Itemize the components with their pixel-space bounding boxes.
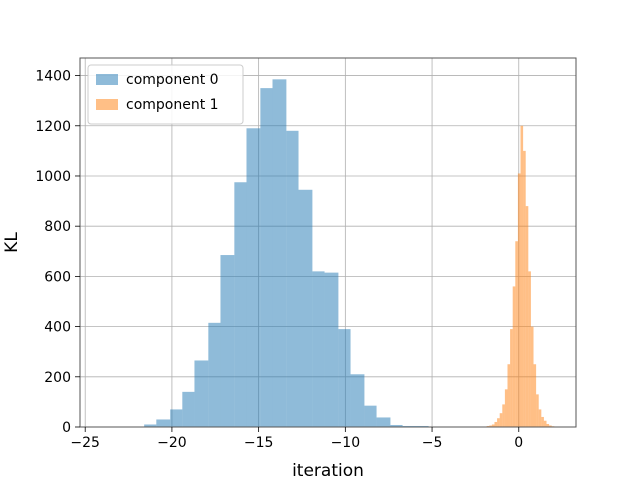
histogram-bar-series-1 [489, 425, 492, 427]
histogram-bar-series-1 [515, 241, 518, 427]
plot-frame [79, 57, 577, 428]
histogram-bar-series-0 [234, 182, 247, 427]
histogram-bar-series-1 [533, 364, 537, 427]
histogram-bar-series-0 [194, 360, 209, 427]
x-tick-label: −15 [244, 435, 274, 451]
histogram-bar-series-0 [338, 329, 351, 427]
histogram-bar-series-0 [312, 271, 325, 427]
x-tick-label: −25 [70, 435, 100, 451]
histogram-bar-series-1 [486, 425, 490, 427]
histogram-bar-series-0 [324, 272, 339, 427]
histogram-bar-series-1 [538, 409, 542, 427]
histogram-bar-series-1 [530, 326, 534, 427]
histogram-bar-series-0 [220, 255, 235, 427]
legend-box [87, 64, 244, 125]
histogram-bar-series-0 [298, 189, 313, 427]
histogram-bar-series-1 [525, 206, 529, 427]
histogram-bar-series-1 [517, 173, 521, 427]
histogram-bar-series-0 [144, 424, 157, 427]
histogram-bar-series-1 [510, 329, 513, 427]
histogram-bar-series-1 [502, 404, 505, 427]
y-axis-label: KL [2, 232, 22, 253]
histogram-bar-series-1 [528, 271, 531, 427]
histogram-bar-series-0 [156, 419, 171, 427]
histogram-bar-series-1 [494, 421, 498, 427]
histogram-bar-series-0 [286, 130, 299, 428]
histogram-bar-series-1 [543, 420, 547, 427]
histogram-bar-series-1 [549, 425, 552, 427]
y-tick-label: 1000 [35, 169, 71, 185]
histogram-bar-series-1 [497, 418, 500, 427]
histogram-bar-series-0 [246, 128, 261, 428]
histogram-bar-series-1 [512, 286, 516, 427]
histogram-bar-series-1 [499, 413, 503, 427]
histogram-bar-series-0 [260, 88, 273, 428]
histogram-bar-series-1 [523, 150, 526, 427]
histogram-bar-series-0 [208, 322, 221, 427]
legend-swatch [96, 74, 118, 85]
histogram-bar-series-0 [390, 424, 403, 427]
legend: component 0 component 1 [87, 64, 244, 125]
legend-label: component 1 [126, 97, 219, 113]
y-tick-label: 1400 [35, 69, 71, 85]
legend-label: component 0 [126, 72, 219, 88]
y-tick-label: 0 [62, 420, 71, 436]
histogram-bar-series-1 [504, 389, 508, 427]
x-tick-label: −10 [331, 435, 361, 451]
histogram-bar-series-1 [507, 364, 511, 427]
x-tick-label: −5 [422, 435, 443, 451]
legend-swatch [96, 99, 118, 110]
histogram-bar-series-0 [402, 425, 417, 427]
histogram-bar-series-1 [491, 424, 495, 427]
histogram-bar-series-0 [350, 374, 365, 427]
x-axis-label: iteration [292, 461, 364, 480]
histogram-bar-series-0 [272, 79, 287, 427]
histogram-bar-series-0 [416, 425, 429, 427]
histogram-bar-series-1 [536, 394, 539, 427]
histogram-bar-series-0 [182, 391, 195, 427]
y-tick-label: 800 [44, 219, 71, 235]
x-tick-label: 0 [514, 435, 523, 451]
histogram-bar-series-1 [520, 125, 524, 427]
histogram-bar-series-0 [364, 405, 377, 427]
histogram-bar-series-0 [170, 409, 183, 427]
bars-layer [130, 79, 555, 428]
histogram-bar-series-0 [376, 417, 391, 427]
y-tick-label: 200 [44, 370, 71, 386]
y-tick-label: 400 [44, 320, 71, 336]
histogram-bar-series-1 [546, 423, 550, 427]
y-tick-label: 600 [44, 269, 71, 285]
x-tick-label: −20 [157, 435, 187, 451]
histogram-bar-series-1 [541, 416, 544, 427]
y-tick-label: 1200 [35, 119, 71, 135]
ticks-layer: −25 −20 −15 −10 −5 0 0 200 400 600 800 1000 1200 1400 [35, 69, 523, 451]
